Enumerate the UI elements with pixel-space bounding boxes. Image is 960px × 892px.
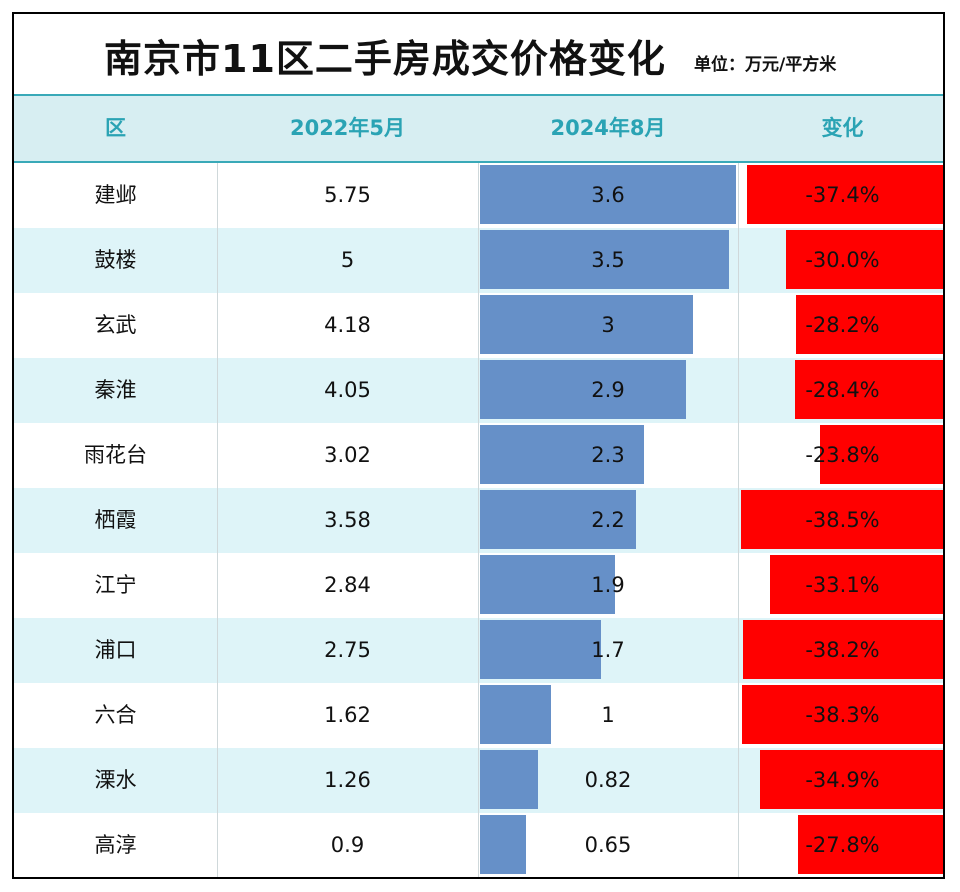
district-name: 栖霞 [94, 508, 137, 532]
table-body: 建邺 5.75 3.6 -37.4% 鼓楼 5 3.5 -30.0% 玄武 4.18 3 -28.2%… [14, 163, 943, 877]
district-name: 建邺 [94, 183, 137, 207]
unit-label: 单位：万元/平方米 [694, 55, 837, 75]
district-name: 高淳 [94, 833, 137, 857]
chart-frame: 南京市11区二手房成交价格变化 单位：万元/平方米 区 2022年5月 2024… [12, 12, 945, 879]
change-value: -28.4% [805, 378, 880, 402]
change-value: -23.8% [805, 443, 880, 467]
price-2024-bar [480, 555, 615, 614]
change-bar [747, 165, 943, 224]
district-name: 鼓楼 [94, 248, 137, 272]
column-divider [478, 163, 479, 877]
change-bar [743, 620, 943, 679]
table-row: 秦淮 4.05 2.9 -28.4% [14, 358, 943, 423]
price-2022-value: 0.9 [330, 833, 365, 857]
price-2024-value: 1 [601, 703, 615, 727]
header-may-2022: 2022年5月 [289, 116, 406, 140]
district-name: 江宁 [94, 573, 137, 597]
price-2024-bar [480, 490, 636, 549]
price-2022-value: 3.58 [324, 508, 371, 532]
district-name: 秦淮 [94, 378, 137, 402]
price-2024-bar [480, 165, 736, 224]
change-bar [795, 360, 943, 419]
change-bar [796, 295, 943, 354]
price-2022-value: 5 [340, 248, 355, 272]
chart-title: 南京市11区二手房成交价格变化 [104, 37, 666, 81]
header-district: 区 [105, 116, 126, 140]
price-2024-bar [480, 815, 526, 874]
price-2024-bar [480, 230, 729, 289]
district-name: 浦口 [94, 638, 137, 662]
header-aug-2024: 2024年8月 [550, 116, 666, 140]
table-header: 区 2022年5月 2024年8月 变化 [14, 94, 943, 163]
change-value: -37.4% [805, 183, 880, 207]
change-bar [742, 685, 943, 744]
price-2024-bar [480, 295, 693, 354]
change-bar [820, 425, 943, 484]
change-value: -30.0% [805, 248, 880, 272]
title-bar: 南京市11区二手房成交价格变化 单位：万元/平方米 [14, 14, 943, 94]
price-2024-bar [480, 620, 601, 679]
change-bar [741, 490, 943, 549]
price-2024-value: 2.2 [591, 508, 625, 532]
change-value: -38.3% [805, 703, 880, 727]
change-value: -38.5% [805, 508, 880, 532]
change-bar [760, 750, 943, 809]
price-2024-value: 1.7 [591, 638, 625, 662]
header-change: 变化 [821, 116, 864, 140]
change-bar [798, 815, 943, 874]
price-2024-value: 2.9 [591, 378, 625, 402]
table-row: 溧水 1.26 0.82 -34.9% [14, 748, 943, 813]
price-2024-value: 3.6 [591, 183, 625, 207]
price-2022-value: 1.26 [324, 768, 371, 792]
change-value: -27.8% [805, 833, 880, 857]
change-value: -38.2% [805, 638, 880, 662]
price-2024-bar [480, 750, 538, 809]
change-value: -34.9% [805, 768, 880, 792]
table-row: 玄武 4.18 3 -28.2% [14, 293, 943, 358]
price-2024-bar [480, 425, 644, 484]
change-bar [770, 555, 943, 614]
price-2022-value: 4.05 [324, 378, 371, 402]
price-2024-value: 3 [601, 313, 615, 337]
district-name: 六合 [94, 703, 137, 727]
table-row: 雨花台 3.02 2.3 -23.8% [14, 423, 943, 488]
table-row: 江宁 2.84 1.9 -33.1% [14, 553, 943, 618]
table-row: 浦口 2.75 1.7 -38.2% [14, 618, 943, 683]
price-2022-value: 3.02 [324, 443, 371, 467]
price-2022-value: 2.75 [324, 638, 371, 662]
price-2024-value: 0.65 [584, 833, 632, 857]
price-2022-value: 5.75 [324, 183, 371, 207]
table-row: 六合 1.62 1 -38.3% [14, 683, 943, 748]
change-value: -33.1% [805, 573, 880, 597]
change-value: -28.2% [805, 313, 880, 337]
price-2022-value: 4.18 [324, 313, 371, 337]
table-row: 建邺 5.75 3.6 -37.4% [14, 163, 943, 228]
table-row: 鼓楼 5 3.5 -30.0% [14, 228, 943, 293]
column-divider [217, 163, 218, 877]
table-row: 栖霞 3.58 2.2 -38.5% [14, 488, 943, 553]
price-2024-value: 2.3 [591, 443, 625, 467]
change-bar [786, 230, 943, 289]
column-divider [738, 163, 739, 877]
table-row: 高淳 0.9 0.65 -27.8% [14, 813, 943, 877]
district-name: 雨花台 [84, 443, 147, 467]
price-2024-value: 1.9 [591, 573, 625, 597]
district-name: 玄武 [94, 313, 137, 337]
price-2024-bar [480, 685, 551, 744]
price-2024-value: 3.5 [591, 248, 625, 272]
price-2022-value: 1.62 [324, 703, 371, 727]
price-2024-bar [480, 360, 686, 419]
price-2022-value: 2.84 [324, 573, 371, 597]
price-2024-value: 0.82 [584, 768, 632, 792]
district-name: 溧水 [94, 768, 137, 792]
